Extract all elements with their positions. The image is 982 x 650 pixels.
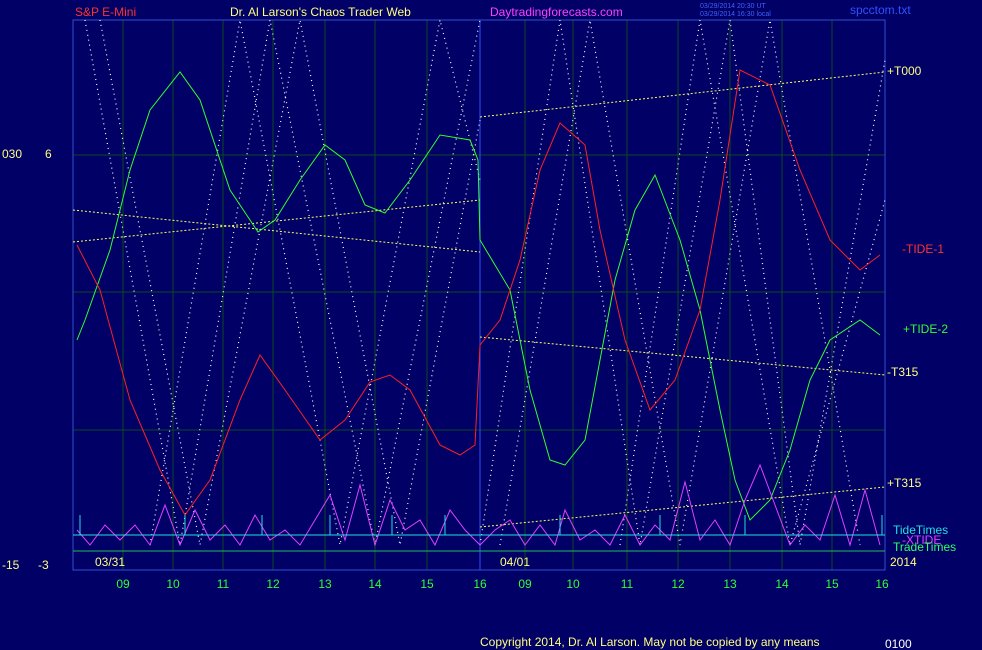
line-label: +T315 <box>887 476 922 490</box>
line-label: -TIDE-1 <box>902 242 944 256</box>
x-tick-label: 12 <box>671 577 685 591</box>
time-ut: 03/29/2014 20:30 UT <box>700 3 766 10</box>
tide-2-line <box>76 71 881 521</box>
zigzag <box>84 19 886 546</box>
symbol: S&P E-Mini <box>75 5 136 19</box>
x-tick-label: 13 <box>723 577 737 591</box>
x-tick-label: 09 <box>518 577 532 591</box>
x-tick-label: 10 <box>166 577 180 591</box>
plot-border <box>72 19 886 571</box>
date-label: 04/01 <box>500 555 530 569</box>
scale-label: -15 <box>2 558 20 572</box>
x-tick-label: 15 <box>825 577 839 591</box>
x-tick-label: 16 <box>473 577 487 591</box>
x-tick-label: 10 <box>566 577 580 591</box>
x-tick-label: 13 <box>318 577 332 591</box>
code: 0100 <box>885 637 912 650</box>
scale-label: 6 <box>45 147 52 161</box>
x-tick-label: 16 <box>875 577 889 591</box>
line-label: -T315 <box>887 365 919 379</box>
scale-label: 030 <box>2 147 22 161</box>
line-label: TideTimes <box>893 523 948 537</box>
xtide-line <box>76 463 881 547</box>
site: Daytradingforecasts.com <box>490 5 623 19</box>
line-label: TradeTimes <box>893 540 956 554</box>
copyright: Copyright 2014, Dr. Al Larson. May not b… <box>480 635 820 649</box>
line-label: +TIDE-2 <box>903 322 948 336</box>
time-local: 03/29/2014 16:30 local <box>700 11 771 18</box>
title: Dr. Al Larson's Chaos Trader Web <box>230 5 411 19</box>
x-tick-label: 09 <box>116 577 130 591</box>
line-label: -XTIDE <box>902 533 941 547</box>
x-tick-label: 11 <box>621 577 634 591</box>
x-tick-label: 14 <box>775 577 789 591</box>
date-label: 03/31 <box>95 555 125 569</box>
x-tick-label: 12 <box>266 577 280 591</box>
x-tick-label: 15 <box>420 577 434 591</box>
trend-lines <box>72 71 886 528</box>
scale-label: -3 <box>38 558 49 572</box>
x-tick-label: 14 <box>368 577 382 591</box>
file: spcctom.txt <box>850 3 911 17</box>
tide-1-line <box>76 69 881 516</box>
x-tick-label: 11 <box>217 577 230 591</box>
line-label: +T000 <box>887 64 922 78</box>
date-label: 2014 <box>890 555 917 569</box>
tide-times <box>73 515 885 536</box>
